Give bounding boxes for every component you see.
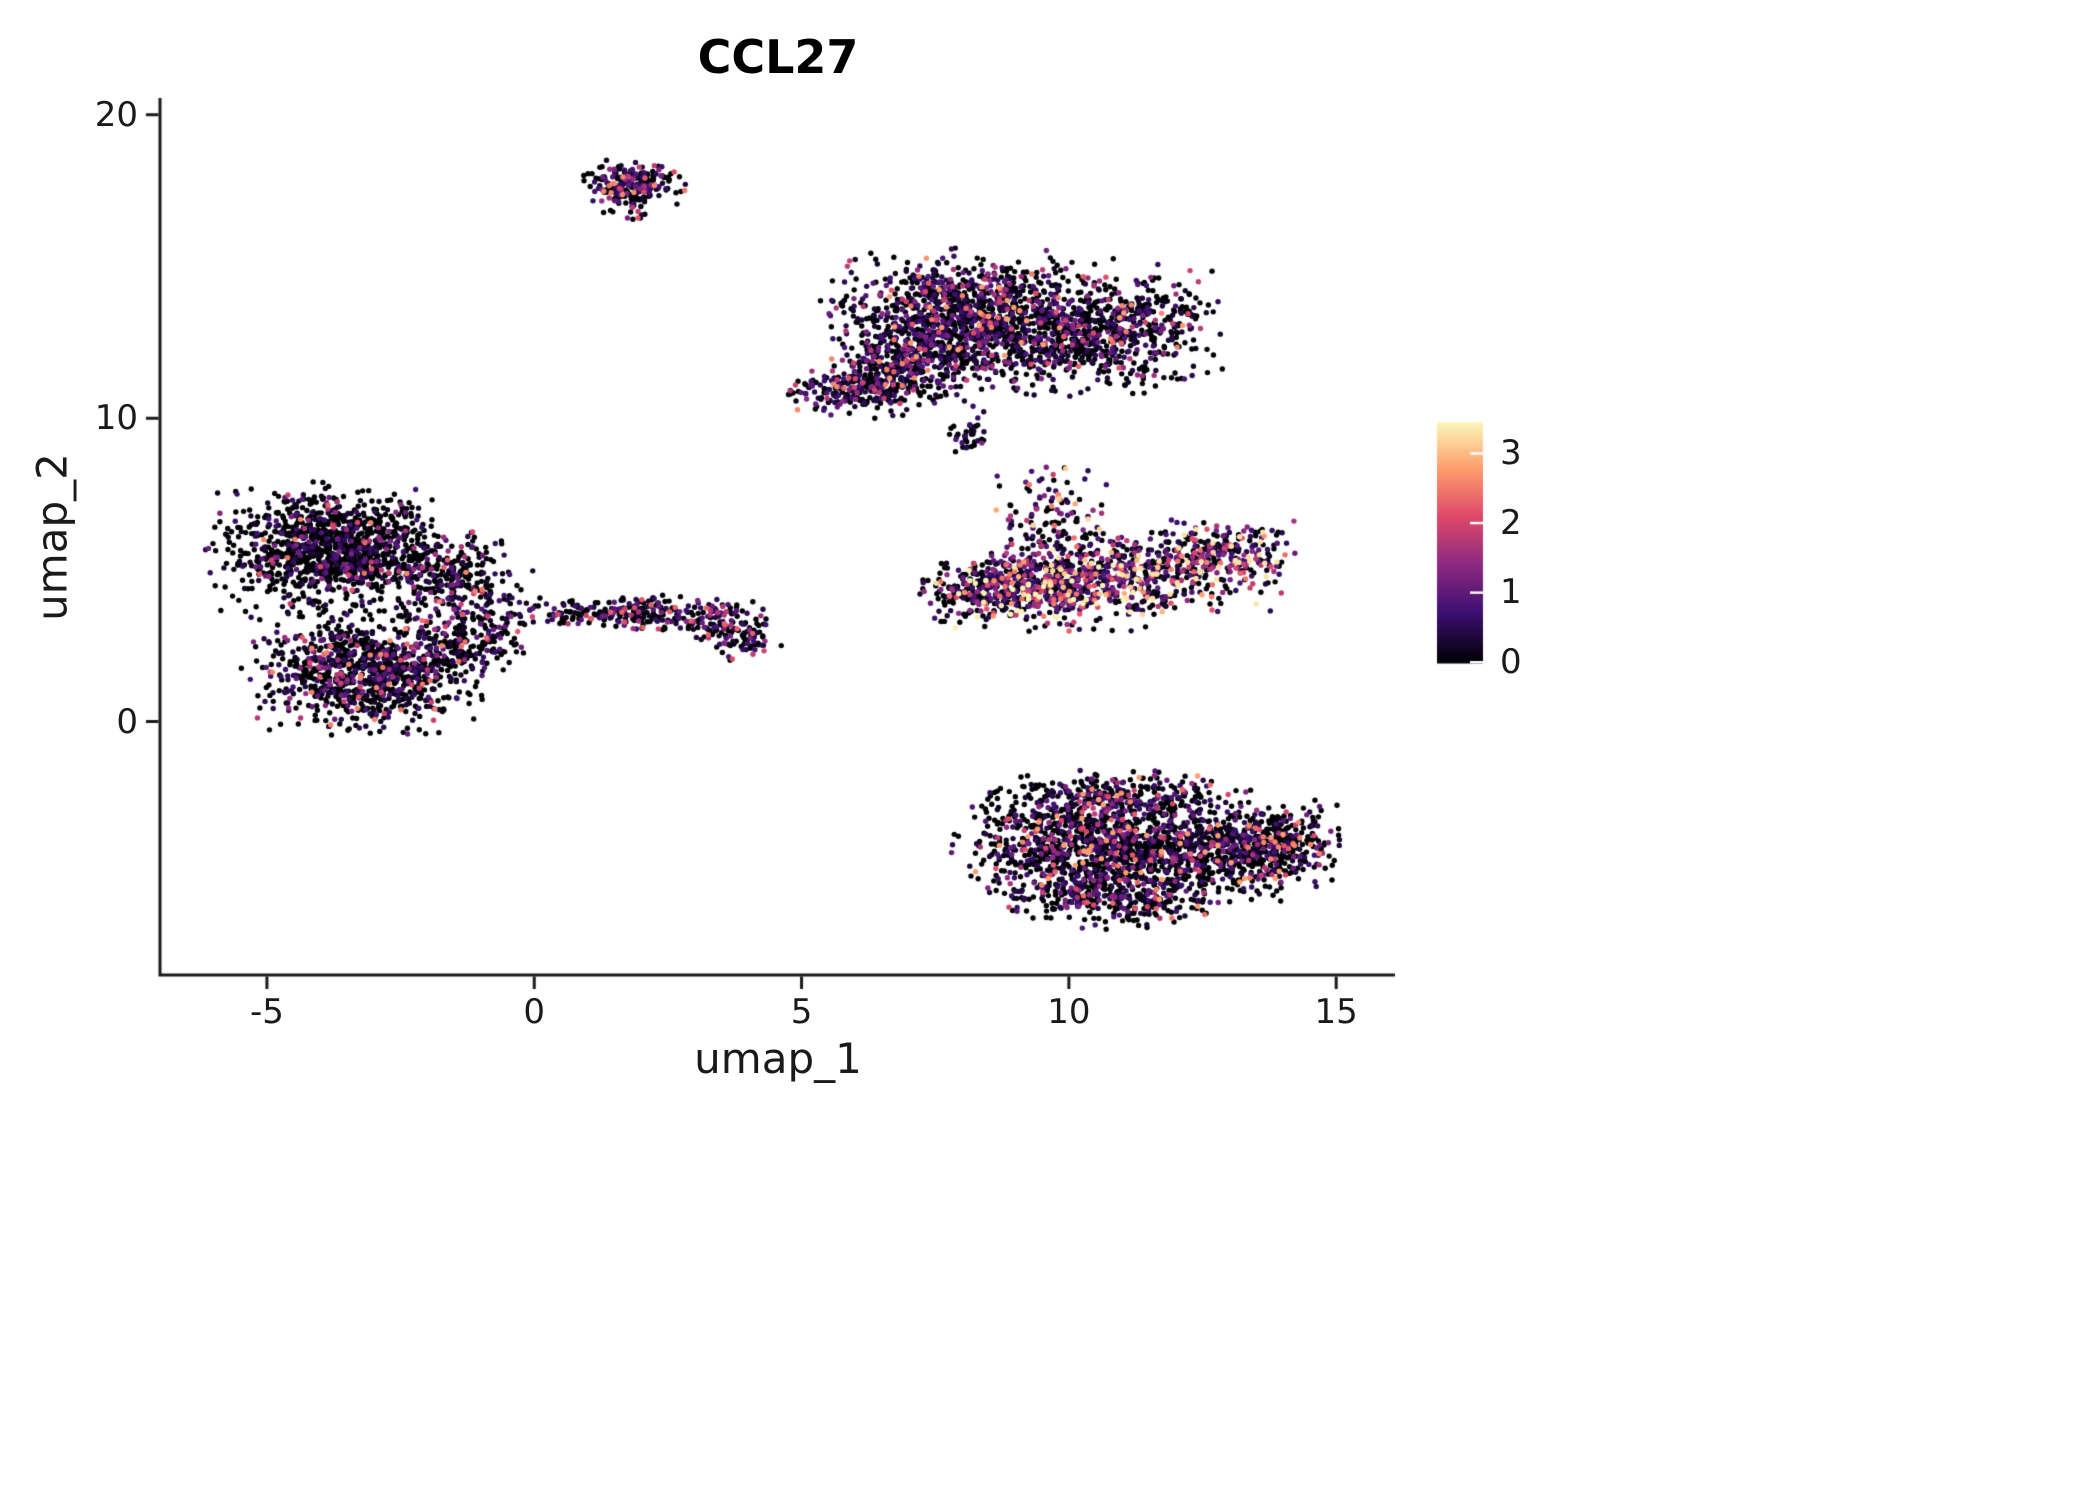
colorbar-tick-label: 3 — [1500, 433, 1522, 474]
y-tick-label: 10 — [94, 398, 138, 439]
colorbar-tick-label: 0 — [1500, 642, 1522, 682]
y-tick-label: 20 — [94, 94, 138, 135]
x-tick-label: 10 — [1047, 992, 1091, 1032]
plot-title: CCL27 — [697, 30, 859, 84]
x-tick-label: 0 — [523, 992, 546, 1032]
x-tick-label: 15 — [1314, 992, 1358, 1032]
x-tick-label: 5 — [790, 992, 813, 1032]
colorbar-tick-label: 2 — [1500, 502, 1522, 543]
y-axis-label: umap_2 — [27, 453, 77, 621]
x-axis-label: umap_1 — [694, 1034, 862, 1083]
y-tick-label: 0 — [116, 701, 138, 742]
x-tick-label: -5 — [249, 992, 284, 1032]
colorbar-tick-label: 1 — [1500, 572, 1522, 613]
